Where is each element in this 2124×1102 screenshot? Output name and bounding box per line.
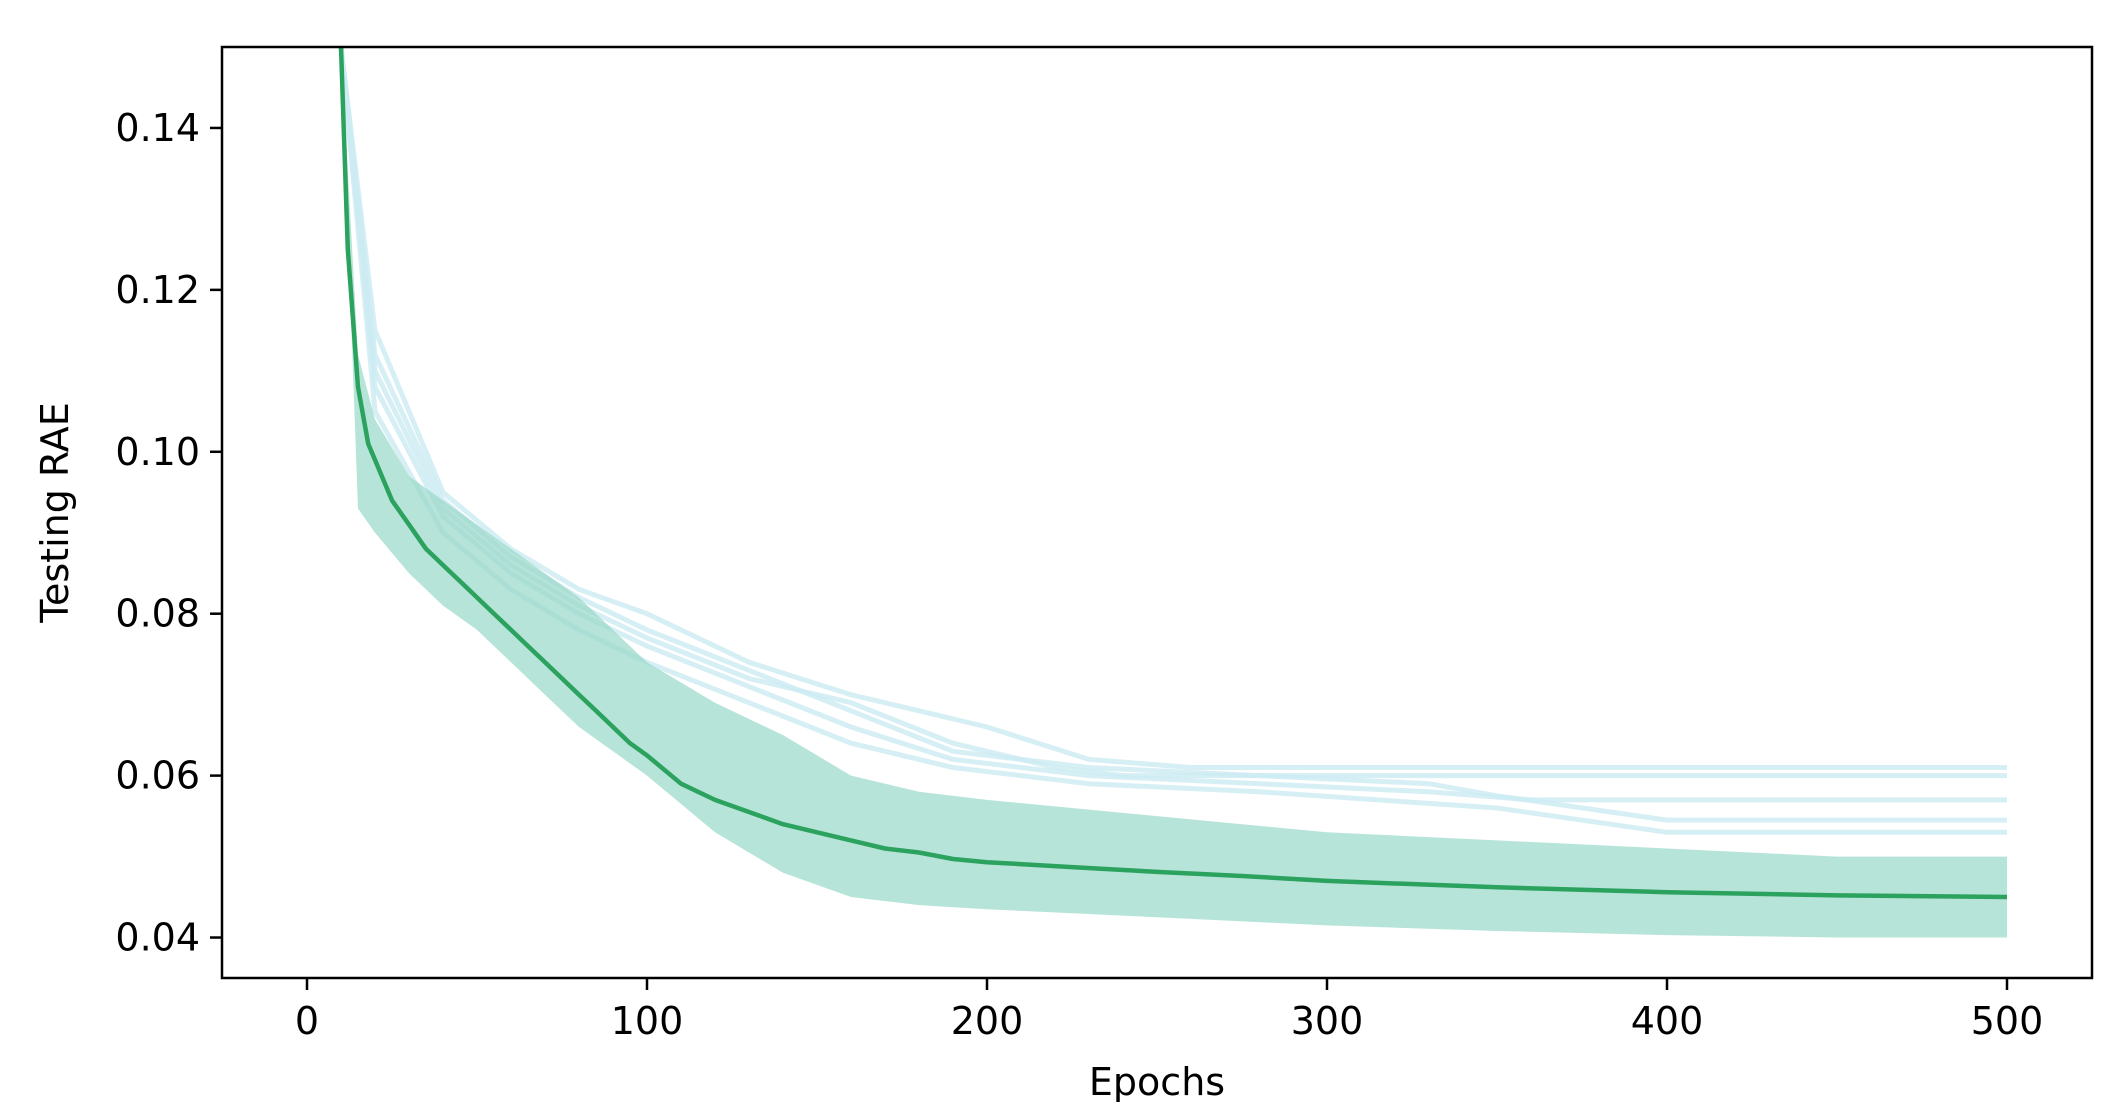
y-tick-label: 0.14	[115, 106, 200, 150]
x-tick-label: 200	[951, 999, 1024, 1043]
std-band-area	[341, 47, 2007, 938]
x-axis-label: Epochs	[1089, 1060, 1225, 1102]
plot-frame	[220, 45, 2094, 980]
y-axis-label: Testing RAE	[33, 402, 77, 624]
y-tick-label: 0.08	[115, 592, 200, 636]
y-axis: 0.04 0.06 0.08 0.10 0.12 0.14	[115, 106, 222, 960]
y-tick-label: 0.10	[115, 430, 200, 474]
x-tick-label: 500	[1971, 999, 2044, 1043]
x-tick-label: 300	[1291, 999, 1364, 1043]
run-line-1	[338, 47, 2007, 770]
y-tick-label: 0.06	[115, 754, 200, 798]
y-tick-label: 0.04	[115, 916, 200, 960]
std-band	[341, 47, 2007, 938]
y-tick-label: 0.12	[115, 268, 200, 312]
x-tick-label: 100	[611, 999, 684, 1043]
x-tick-label: 400	[1631, 999, 1704, 1043]
x-tick-label: 0	[295, 999, 319, 1043]
mean-line	[338, 47, 2008, 900]
x-axis: 0 100 200 300 400 500	[295, 978, 2043, 1043]
mean-series	[338, 47, 2008, 900]
